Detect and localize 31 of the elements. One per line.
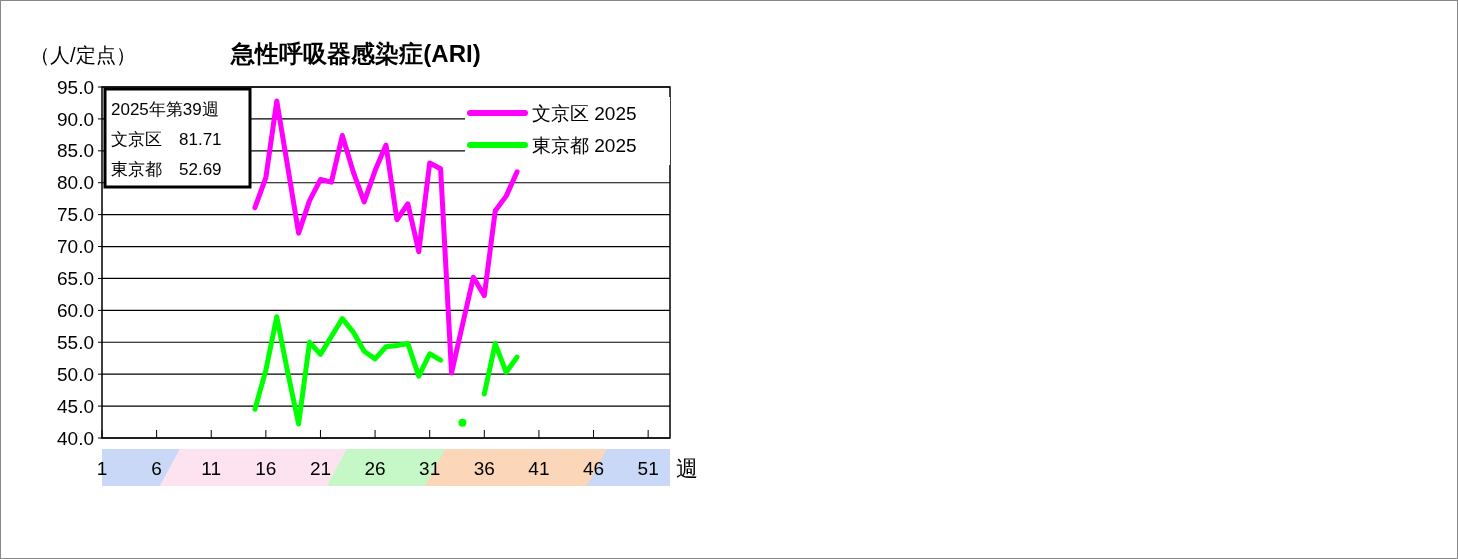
x-tick-label: 21 (309, 457, 332, 479)
x-tick-label: 31 (419, 457, 441, 479)
y-tick-label: 45.0 (57, 395, 94, 417)
x-tick-label: 11 (201, 457, 222, 479)
y-tick-label: 55.0 (57, 331, 94, 353)
y-tick-label: 90.0 (57, 108, 94, 130)
x-axis-title: 週 (676, 455, 698, 481)
x-tick-label: 26 (364, 457, 386, 479)
y-tick-label: 50.0 (57, 363, 94, 385)
y-tick-label: 40.0 (57, 427, 94, 449)
legend-label: 東京都 2025 (532, 134, 637, 156)
legend-label: 文京区 2025 (532, 102, 637, 124)
y-tick-label: 75.0 (57, 204, 94, 226)
annotation: 文京区 81.71 (111, 129, 222, 149)
x-tick-label: 1 (96, 457, 108, 479)
y-tick-label: 85.0 (57, 140, 94, 162)
x-tick-label: 46 (582, 457, 605, 479)
y-tick-label: 65.0 (57, 268, 94, 290)
chart-title: 急性呼吸器感染症(ARI) (230, 40, 481, 67)
x-tick-label: 6 (151, 457, 162, 479)
x-tick-label: 16 (255, 457, 277, 479)
x-tick-label: 51 (637, 457, 659, 479)
annotation: 2025年第39週 (111, 99, 219, 119)
x-tick-label: 41 (528, 457, 550, 479)
y-axis-title: （人/定点） (30, 44, 136, 66)
x-tick-label: 36 (473, 457, 495, 479)
y-tick-label: 80.0 (57, 172, 94, 194)
y-tick-label: 70.0 (57, 236, 94, 258)
y-tick-label: 95.0 (57, 76, 94, 98)
annotation: 東京都 52.69 (111, 159, 222, 179)
y-tick-label: 60.0 (57, 300, 94, 322)
